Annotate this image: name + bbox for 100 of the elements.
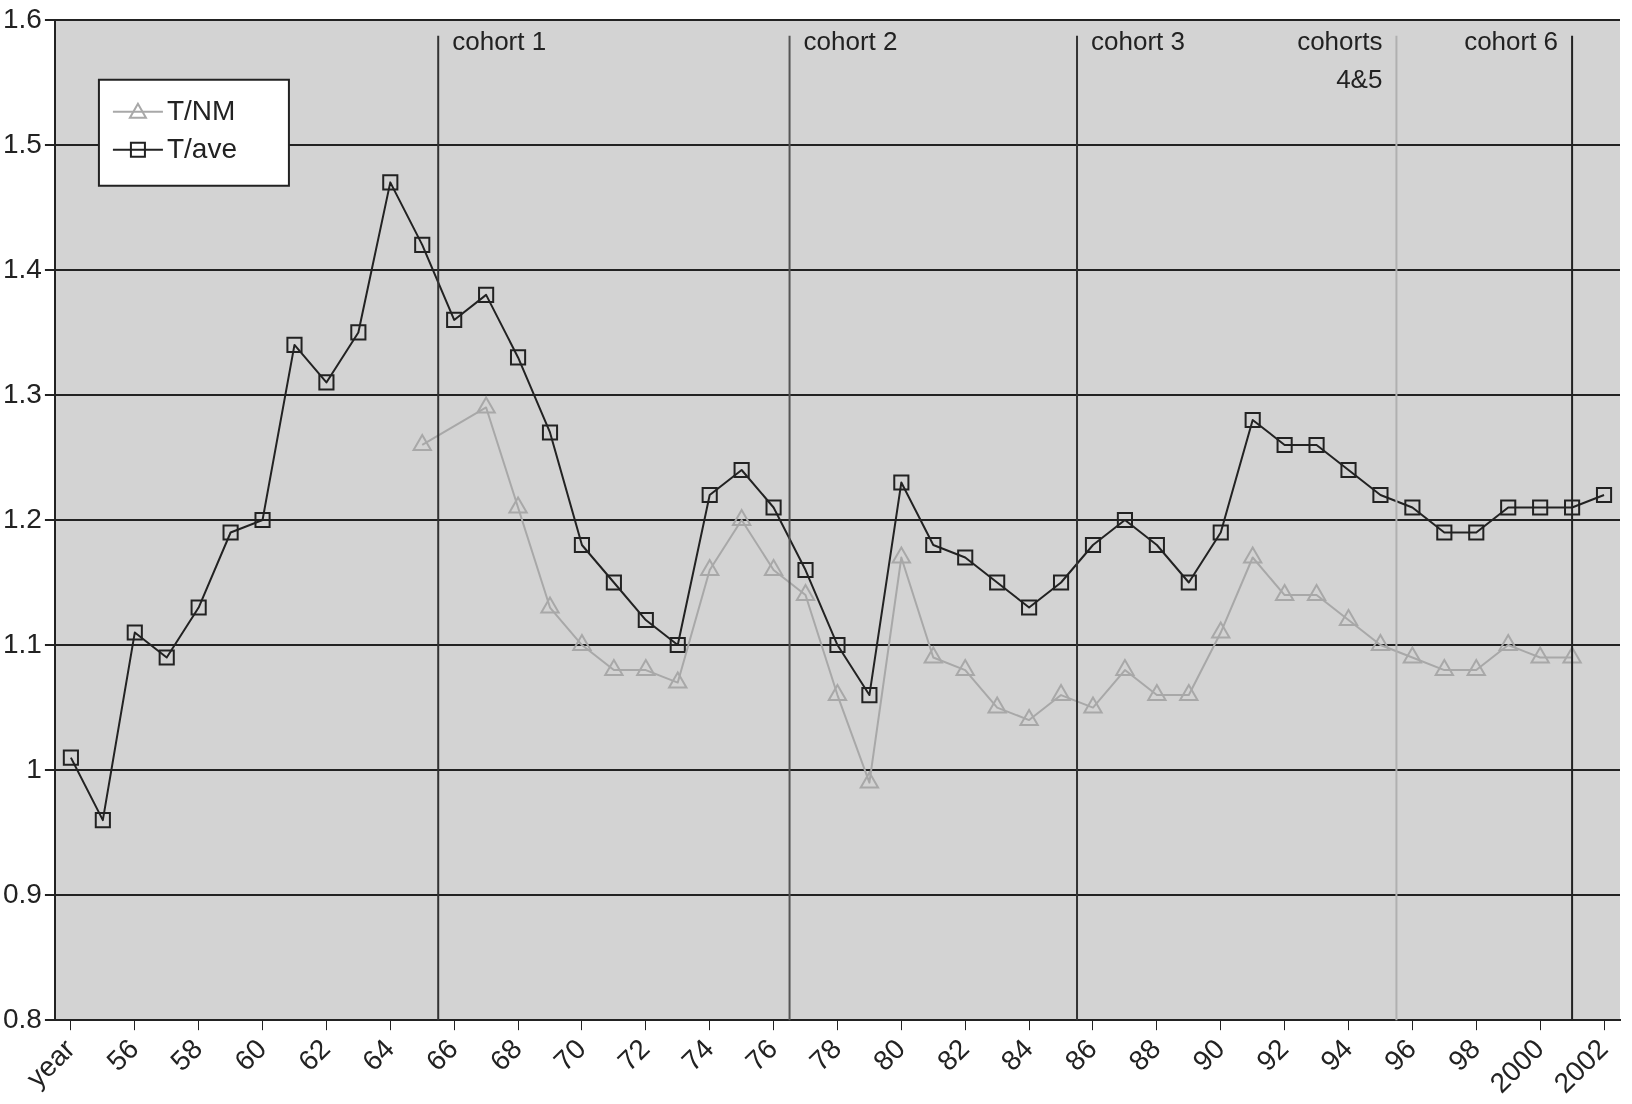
point	[859, 771, 880, 789]
point	[829, 636, 846, 654]
point	[891, 546, 911, 564]
x-tick-label: 66	[419, 1032, 464, 1077]
point	[731, 509, 752, 526]
x-tick-label: 58	[164, 1032, 209, 1077]
point	[1244, 411, 1261, 429]
point	[797, 561, 814, 579]
point	[1306, 584, 1327, 602]
ref-line-label: cohort 2	[803, 25, 898, 56]
x-tick-label: 72	[611, 1032, 656, 1077]
point	[478, 286, 495, 303]
ref-line-label: cohort 3	[1091, 25, 1185, 56]
x-tick-label: 80	[867, 1032, 912, 1077]
point	[1500, 499, 1517, 516]
point	[126, 624, 143, 641]
point	[573, 536, 591, 554]
y-tick-label: 1.5	[2, 127, 42, 159]
point	[1148, 536, 1165, 554]
point	[795, 584, 816, 602]
y-tick-label: 1.3	[2, 377, 42, 409]
ref-line-label: cohorts 4&5	[1297, 25, 1383, 94]
point	[1564, 499, 1581, 516]
point	[509, 349, 527, 366]
x-tick-label: 94	[1314, 1032, 1359, 1077]
point	[1402, 646, 1423, 664]
point	[1530, 646, 1550, 664]
point	[1052, 574, 1070, 591]
point	[382, 174, 399, 191]
point	[1212, 524, 1229, 541]
point	[158, 649, 175, 666]
point	[1468, 524, 1485, 541]
point	[1562, 646, 1582, 664]
x-tick-label: 76	[739, 1032, 784, 1077]
point	[572, 634, 592, 652]
point	[1274, 584, 1295, 602]
point	[541, 424, 559, 441]
point	[222, 524, 239, 541]
x-tick-label: 96	[1378, 1032, 1423, 1077]
point	[955, 659, 975, 677]
y-tick-label: 0.8	[2, 1002, 42, 1034]
x-tick-label: 84	[994, 1032, 1039, 1077]
point	[1051, 684, 1071, 702]
point	[1532, 499, 1549, 516]
point	[1436, 524, 1453, 541]
y-tick-label: 1	[26, 752, 42, 784]
point	[1276, 436, 1293, 454]
x-tick-label: 78	[803, 1032, 848, 1077]
point	[286, 336, 303, 353]
point	[605, 574, 622, 591]
point	[827, 684, 848, 702]
point	[1211, 621, 1231, 639]
legend-label: T/ave	[166, 132, 237, 164]
point	[987, 696, 1007, 714]
point	[190, 599, 207, 616]
x-tick-label: 98	[1442, 1032, 1486, 1077]
point	[1370, 634, 1391, 652]
point	[989, 574, 1006, 591]
point	[1595, 486, 1613, 504]
x-tick-label: 62	[292, 1032, 337, 1077]
point	[701, 486, 718, 504]
point	[957, 549, 974, 566]
point	[1084, 536, 1102, 554]
x-tick-label: 74	[675, 1032, 720, 1077]
point	[700, 559, 720, 577]
point	[1083, 696, 1103, 714]
point	[1115, 659, 1135, 677]
point	[540, 596, 560, 614]
y-tick-label: 1.4	[2, 252, 42, 284]
x-tick-label: 88	[1122, 1032, 1167, 1077]
point	[1434, 659, 1454, 677]
point	[763, 559, 784, 577]
x-tick-label: 82	[930, 1032, 975, 1077]
x-tick-label: 92	[1250, 1032, 1295, 1077]
ref-line-label: cohort 1	[452, 25, 547, 56]
point	[668, 671, 688, 689]
point	[508, 496, 528, 514]
point	[1116, 511, 1133, 529]
point	[1466, 659, 1486, 677]
point	[893, 474, 910, 491]
y-tick-label: 1.2	[2, 502, 42, 534]
point	[1019, 709, 1039, 727]
y-tick-label: 1.1	[2, 627, 42, 659]
y-tick-label: 0.9	[2, 877, 42, 909]
x-tick-label: 86	[1058, 1032, 1103, 1077]
point	[1498, 634, 1518, 652]
point	[1308, 436, 1325, 454]
point	[636, 659, 656, 677]
point	[1372, 486, 1389, 504]
point	[414, 236, 431, 253]
point	[318, 374, 335, 391]
y-tick-label: 1.6	[2, 2, 42, 34]
point	[254, 511, 271, 529]
point	[1340, 461, 1357, 479]
x-tick-label: 56	[100, 1032, 145, 1077]
point	[923, 646, 943, 664]
point	[733, 461, 750, 479]
point	[1180, 574, 1197, 591]
point	[1021, 599, 1038, 616]
point	[604, 659, 624, 677]
